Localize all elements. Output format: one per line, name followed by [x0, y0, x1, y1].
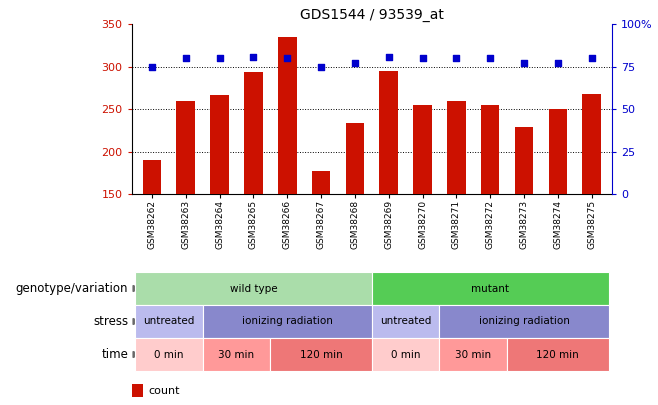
Text: 0 min: 0 min: [391, 350, 420, 360]
Point: [553, 60, 563, 67]
Text: untreated: untreated: [380, 316, 431, 326]
Text: 0 min: 0 min: [154, 350, 184, 360]
Bar: [413, 105, 432, 322]
Text: untreated: untreated: [143, 316, 195, 326]
Bar: [211, 95, 229, 322]
Point: [417, 55, 428, 62]
Text: 120 min: 120 min: [299, 350, 342, 360]
Point: [349, 60, 360, 67]
Bar: [345, 123, 364, 322]
Point: [384, 53, 394, 60]
Text: 120 min: 120 min: [536, 350, 579, 360]
Text: wild type: wild type: [230, 284, 277, 294]
Bar: [143, 160, 161, 322]
Text: time: time: [101, 348, 128, 361]
Bar: [515, 127, 533, 322]
Bar: [582, 94, 601, 322]
Bar: [481, 105, 499, 322]
Point: [147, 64, 157, 70]
Point: [485, 55, 495, 62]
Text: ionizing radiation: ionizing radiation: [478, 316, 569, 326]
Bar: [380, 71, 398, 322]
Text: 30 min: 30 min: [455, 350, 492, 360]
Point: [586, 55, 597, 62]
Point: [519, 60, 529, 67]
Text: genotype/variation: genotype/variation: [16, 282, 128, 295]
Text: count: count: [148, 386, 180, 396]
Bar: [447, 101, 466, 322]
Text: mutant: mutant: [471, 284, 509, 294]
Point: [451, 55, 462, 62]
Text: 30 min: 30 min: [218, 350, 255, 360]
Title: GDS1544 / 93539_at: GDS1544 / 93539_at: [300, 8, 443, 22]
Point: [180, 55, 191, 62]
Point: [248, 53, 259, 60]
Text: ionizing radiation: ionizing radiation: [241, 316, 333, 326]
Text: stress: stress: [93, 315, 128, 328]
Point: [282, 55, 292, 62]
Bar: [176, 101, 195, 322]
Point: [316, 64, 326, 70]
Bar: [549, 109, 567, 322]
Bar: [312, 171, 330, 322]
Bar: [244, 72, 263, 322]
Bar: [278, 37, 297, 322]
Point: [215, 55, 225, 62]
